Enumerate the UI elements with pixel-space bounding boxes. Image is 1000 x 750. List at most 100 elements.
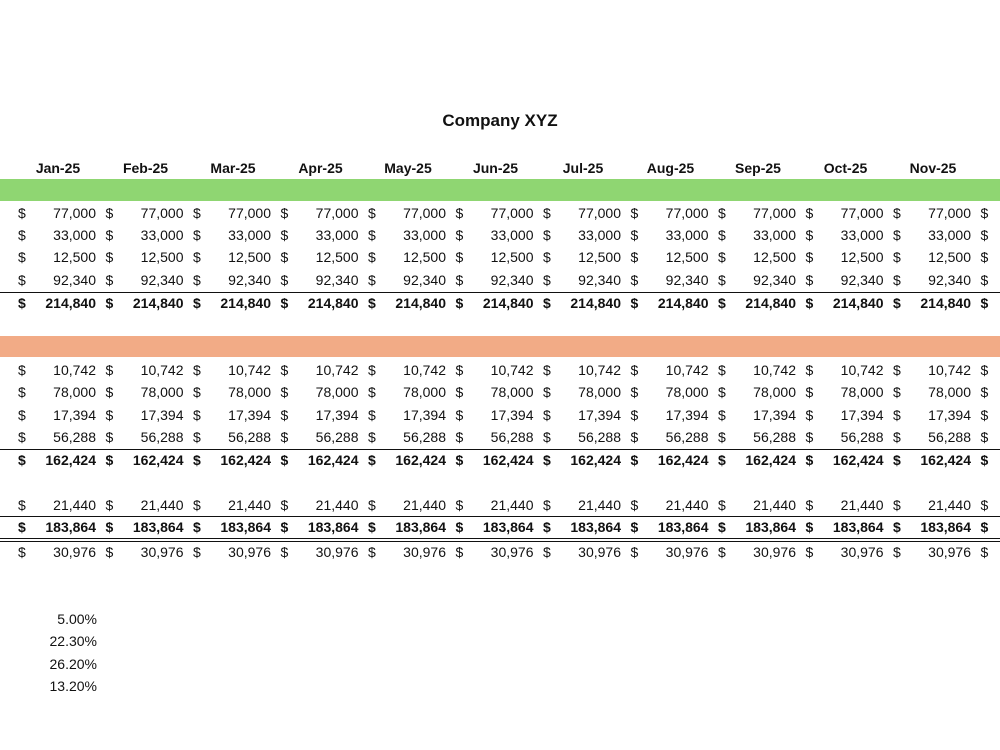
cell-value: 21,440	[840, 497, 884, 513]
cell-value: 21,440	[753, 497, 796, 513]
currency-symbol: $	[193, 295, 201, 311]
cell-value: 17,394	[753, 407, 796, 423]
currency-symbol: $	[455, 519, 464, 535]
cell-value: 162,424	[920, 452, 971, 468]
cell-value: 77,000	[403, 205, 446, 221]
currency-symbol: $	[368, 272, 376, 288]
currency-symbol: $	[630, 519, 639, 535]
cell-value: 30,976	[315, 544, 359, 560]
currency-symbol: $	[543, 544, 551, 560]
currency-symbol: $	[718, 227, 726, 243]
currency-symbol: $	[893, 362, 901, 378]
currency-symbol: $	[18, 407, 26, 423]
currency-symbol: $	[368, 452, 376, 468]
cell-value: 30,976	[53, 544, 96, 560]
currency-symbol: $	[280, 205, 289, 221]
cell-value: 162,424	[220, 452, 271, 468]
currency-symbol: $	[455, 249, 464, 265]
currency-symbol: $	[280, 544, 289, 560]
currency-symbol: $	[893, 227, 901, 243]
currency-symbol: $	[718, 407, 726, 423]
currency-symbol: $	[718, 429, 726, 445]
currency-symbol: $	[455, 227, 464, 243]
cell-value: 30,976	[403, 544, 446, 560]
cell-value: 78,000	[53, 384, 96, 400]
cell-value: 17,394	[140, 407, 184, 423]
cell-value: 77,000	[140, 205, 184, 221]
cell-value: 183,864	[307, 519, 359, 535]
cell-value: 17,394	[665, 407, 709, 423]
cell-value: 183,864	[482, 519, 534, 535]
currency-symbol: $	[455, 452, 464, 468]
currency-symbol: $	[105, 249, 114, 265]
cell-value: 12,500	[578, 249, 621, 265]
currency-symbol: $	[630, 429, 639, 445]
border-line	[0, 292, 1000, 293]
cell-value: 12,500	[228, 249, 271, 265]
cell-value: 56,288	[665, 429, 709, 445]
cell-value: 162,424	[482, 452, 534, 468]
cell-value: 10,742	[665, 362, 709, 378]
cell-value: 183,864	[832, 519, 884, 535]
cell-value: 12,500	[53, 249, 96, 265]
currency-symbol: $	[193, 272, 201, 288]
currency-symbol: $	[455, 544, 464, 560]
currency-symbol: $	[980, 519, 989, 535]
currency-symbol: $	[368, 362, 376, 378]
currency-symbol: $	[193, 249, 201, 265]
currency-symbol: $	[193, 452, 201, 468]
cell-value: 78,000	[228, 384, 271, 400]
currency-symbol: $	[805, 249, 814, 265]
cell-value: 10,742	[753, 362, 796, 378]
currency-symbol: $	[18, 452, 26, 468]
cell-value: 214,840	[220, 295, 271, 311]
currency-symbol: $	[980, 227, 989, 243]
cell-value: 77,000	[228, 205, 271, 221]
cell-value: 77,000	[53, 205, 96, 221]
currency-symbol: $	[893, 544, 901, 560]
cell-value: 30,976	[753, 544, 796, 560]
currency-symbol: $	[18, 497, 26, 513]
currency-symbol: $	[543, 497, 551, 513]
percentage: 22.30%	[49, 633, 97, 649]
cell-value: 10,742	[53, 362, 96, 378]
currency-symbol: $	[280, 429, 289, 445]
cell-value: 21,440	[928, 497, 971, 513]
cell-value: 33,000	[490, 227, 534, 243]
cell-value: 214,840	[307, 295, 359, 311]
currency-symbol: $	[718, 295, 726, 311]
currency-symbol: $	[280, 295, 289, 311]
cell-value: 92,340	[840, 272, 884, 288]
cell-value: 92,340	[228, 272, 271, 288]
currency-symbol: $	[893, 407, 901, 423]
cell-value: 92,340	[53, 272, 96, 288]
cell-value: 10,742	[490, 362, 534, 378]
cell-value: 17,394	[315, 407, 359, 423]
currency-symbol: $	[718, 497, 726, 513]
cell-value: 92,340	[490, 272, 534, 288]
cell-value: 21,440	[140, 497, 184, 513]
cell-value: 92,340	[140, 272, 184, 288]
cell-value: 30,976	[228, 544, 271, 560]
cell-value: 77,000	[928, 205, 971, 221]
currency-symbol: $	[630, 205, 639, 221]
cell-value: 30,976	[840, 544, 884, 560]
cell-value: 33,000	[228, 227, 271, 243]
currency-symbol: $	[543, 407, 551, 423]
cell-value: 30,976	[140, 544, 184, 560]
cell-value: 10,742	[928, 362, 971, 378]
currency-symbol: $	[543, 295, 551, 311]
currency-symbol: $	[18, 429, 26, 445]
currency-symbol: $	[543, 249, 551, 265]
currency-symbol: $	[543, 452, 551, 468]
cell-value: 56,288	[840, 429, 884, 445]
currency-symbol: $	[18, 362, 26, 378]
currency-symbol: $	[105, 205, 114, 221]
currency-symbol: $	[805, 362, 814, 378]
cell-value: 183,864	[45, 519, 96, 535]
currency-symbol: $	[805, 227, 814, 243]
border-line	[0, 516, 1000, 517]
currency-symbol: $	[893, 429, 901, 445]
cell-value: 183,864	[220, 519, 271, 535]
